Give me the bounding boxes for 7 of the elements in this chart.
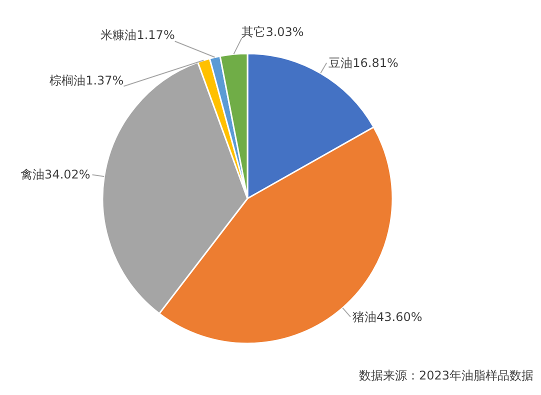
slice-label: 其它3.03%	[242, 25, 304, 40]
slice-label: 禽油34.02%	[20, 168, 90, 182]
slice-label: 豆油16.81%	[328, 56, 398, 70]
source-note: 数据来源：2023年油脂样品数据	[358, 368, 534, 382]
slice-label: 猪油43.60%	[352, 310, 422, 324]
slice-label: 棕榈油1.37%	[50, 73, 124, 88]
slice-label: 米糠油1.17%	[100, 28, 175, 42]
